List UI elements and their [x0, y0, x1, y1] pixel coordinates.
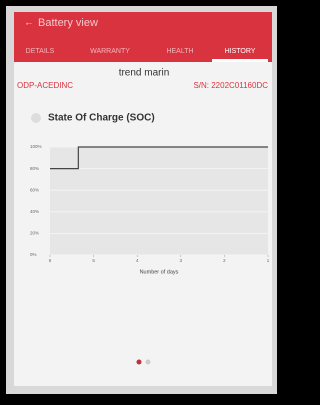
screenshot: ← Battery view DETAILS WARRANTY HEALTH HIST… [0, 0, 283, 400]
battery-name: trend marin [119, 68, 170, 79]
battery-serial: S/N: 2202C01160DC [193, 81, 268, 90]
y-tick-label: 80% [30, 166, 39, 171]
tab[interactable]: HISTORY [225, 48, 256, 55]
plot-area [50, 147, 268, 255]
section-title: State Of Charge (SOC) [48, 113, 155, 124]
tab-indicator [212, 59, 268, 62]
tab[interactable]: DETAILS [26, 48, 55, 55]
y-tick-label: 40% [30, 209, 39, 214]
x-axis-label: Number of days [140, 269, 179, 275]
section-icon [31, 113, 41, 123]
y-tick-label: 0% [30, 252, 37, 257]
page-dot[interactable] [146, 360, 151, 365]
app-title: Battery view [38, 17, 98, 29]
tab[interactable]: WARRANTY [90, 48, 130, 55]
y-tick-label: 60% [30, 187, 39, 192]
back-arrow[interactable]: ← [24, 18, 34, 29]
y-tick-label: 100% [30, 144, 42, 149]
page-dot-active[interactable] [137, 360, 142, 365]
y-tick-label: 20% [30, 231, 39, 236]
battery-model: ODP-ACEDINC [17, 81, 73, 90]
tab[interactable]: HEALTH [166, 48, 193, 55]
